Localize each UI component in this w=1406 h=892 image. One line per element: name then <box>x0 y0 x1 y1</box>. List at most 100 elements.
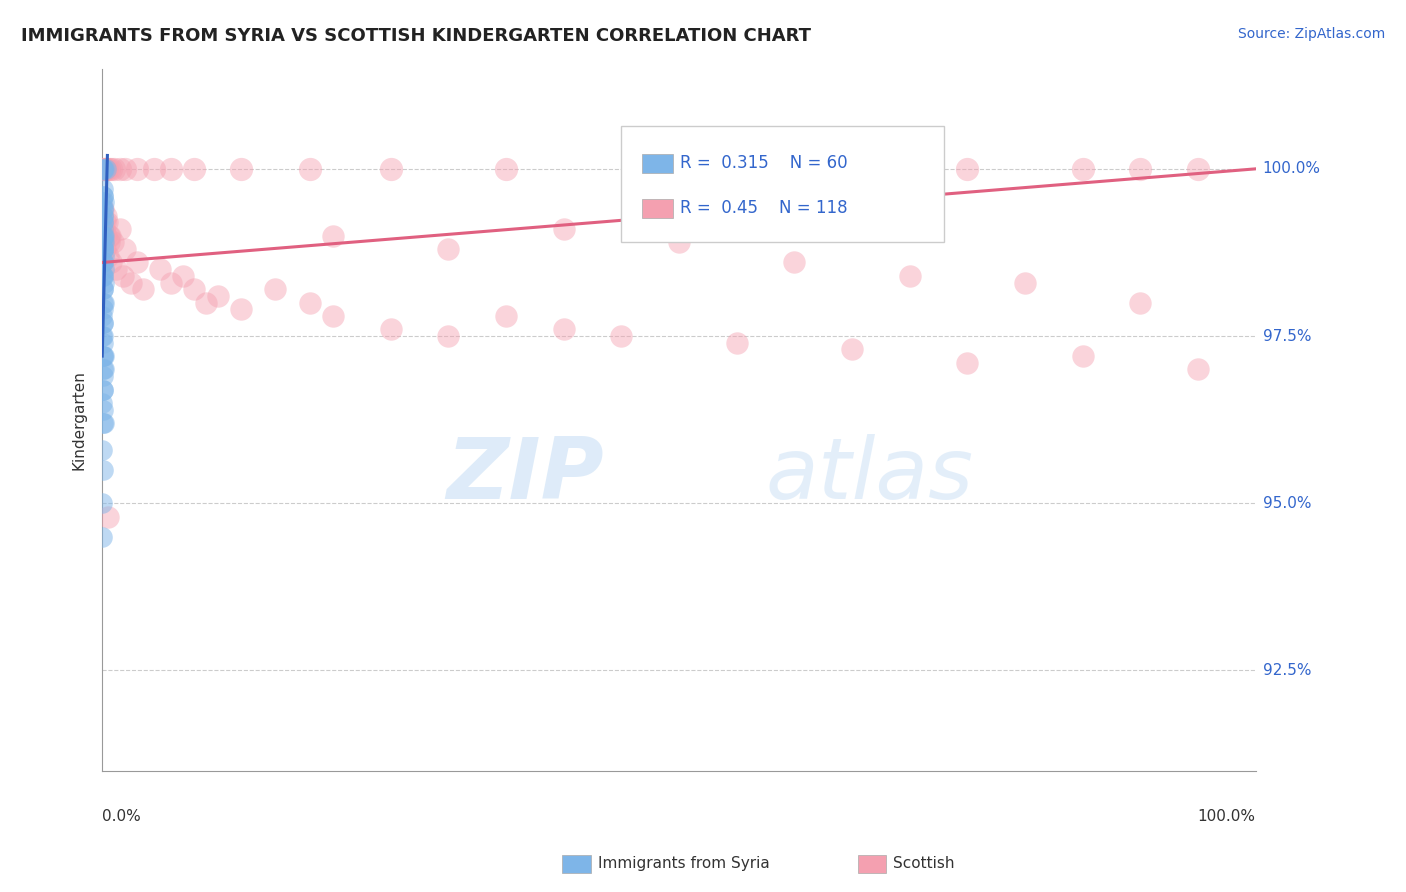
Point <box>98 161 121 176</box>
Point <box>172 268 194 283</box>
Point <box>103 161 125 176</box>
Point <box>1014 276 1036 290</box>
Point <box>298 295 321 310</box>
Point <box>105 262 128 277</box>
Point <box>1187 161 1209 176</box>
Point <box>956 356 979 370</box>
Point <box>91 235 114 250</box>
Point <box>91 161 114 176</box>
Point <box>91 402 114 417</box>
Point <box>380 322 402 336</box>
Point <box>93 195 115 210</box>
Point <box>437 329 460 343</box>
Point <box>96 228 118 243</box>
Point <box>91 188 114 202</box>
Point <box>91 316 114 330</box>
Point <box>91 242 114 256</box>
Point <box>93 161 115 176</box>
Point <box>93 262 115 277</box>
Point <box>91 362 114 376</box>
Point <box>93 235 115 250</box>
Point <box>101 235 124 250</box>
Point <box>160 276 183 290</box>
Point <box>553 222 575 236</box>
Point <box>229 302 252 317</box>
Point <box>93 383 115 397</box>
Point <box>91 195 114 210</box>
Text: IMMIGRANTS FROM SYRIA VS SCOTTISH KINDERGARTEN CORRELATION CHART: IMMIGRANTS FROM SYRIA VS SCOTTISH KINDER… <box>21 27 811 45</box>
Point <box>264 282 287 296</box>
Text: 100.0%: 100.0% <box>1263 161 1320 177</box>
Point <box>98 228 121 243</box>
Point <box>93 255 115 269</box>
Point <box>93 249 115 263</box>
Point <box>91 302 114 317</box>
Point <box>91 463 114 477</box>
Point <box>97 509 120 524</box>
Point <box>898 268 921 283</box>
Point <box>195 295 218 310</box>
Text: Source: ZipAtlas.com: Source: ZipAtlas.com <box>1237 27 1385 41</box>
Point <box>114 161 136 176</box>
Point <box>91 282 114 296</box>
Text: 97.5%: 97.5% <box>1263 328 1312 343</box>
Point <box>143 161 166 176</box>
Point <box>131 282 153 296</box>
Point <box>229 161 252 176</box>
Point <box>94 161 117 176</box>
Point <box>91 295 114 310</box>
Point <box>495 309 517 323</box>
Point <box>125 161 148 176</box>
Point <box>91 309 114 323</box>
Point <box>91 268 114 283</box>
Point <box>93 416 115 430</box>
Point <box>125 255 148 269</box>
Point <box>93 222 115 236</box>
Point <box>91 442 114 457</box>
Point <box>97 235 120 250</box>
Point <box>91 268 114 283</box>
Point <box>91 228 114 243</box>
Text: 95.0%: 95.0% <box>1263 496 1312 511</box>
Point <box>91 209 114 223</box>
Point <box>93 349 115 363</box>
Point <box>610 329 633 343</box>
Point <box>380 161 402 176</box>
Point <box>91 215 114 229</box>
Point <box>91 349 114 363</box>
Point <box>100 255 122 269</box>
Point <box>111 268 134 283</box>
Point <box>93 316 115 330</box>
Point <box>93 215 115 229</box>
Point <box>93 161 115 176</box>
Point <box>495 161 517 176</box>
Point <box>93 228 115 243</box>
Text: Immigrants from Syria: Immigrants from Syria <box>598 856 769 871</box>
Point <box>91 255 114 269</box>
Point <box>120 276 142 290</box>
Point <box>298 161 321 176</box>
Point <box>91 228 114 243</box>
Text: R =  0.45    N = 118: R = 0.45 N = 118 <box>681 199 848 217</box>
Point <box>91 255 114 269</box>
Point <box>108 222 131 236</box>
Text: 100.0%: 100.0% <box>1198 809 1256 824</box>
Point <box>1129 161 1152 176</box>
Point <box>1071 161 1094 176</box>
Text: 0.0%: 0.0% <box>103 809 141 824</box>
Point <box>183 282 205 296</box>
Point <box>108 161 131 176</box>
Text: ZIP: ZIP <box>446 434 605 517</box>
Point <box>956 161 979 176</box>
Point <box>91 496 114 510</box>
Point <box>1129 295 1152 310</box>
Point <box>183 161 205 176</box>
Point <box>668 235 690 250</box>
Y-axis label: Kindergarten: Kindergarten <box>72 369 86 469</box>
Point <box>207 289 229 303</box>
Point <box>322 309 344 323</box>
Point <box>553 322 575 336</box>
Text: Scottish: Scottish <box>893 856 955 871</box>
Point <box>91 396 114 410</box>
Point <box>322 228 344 243</box>
